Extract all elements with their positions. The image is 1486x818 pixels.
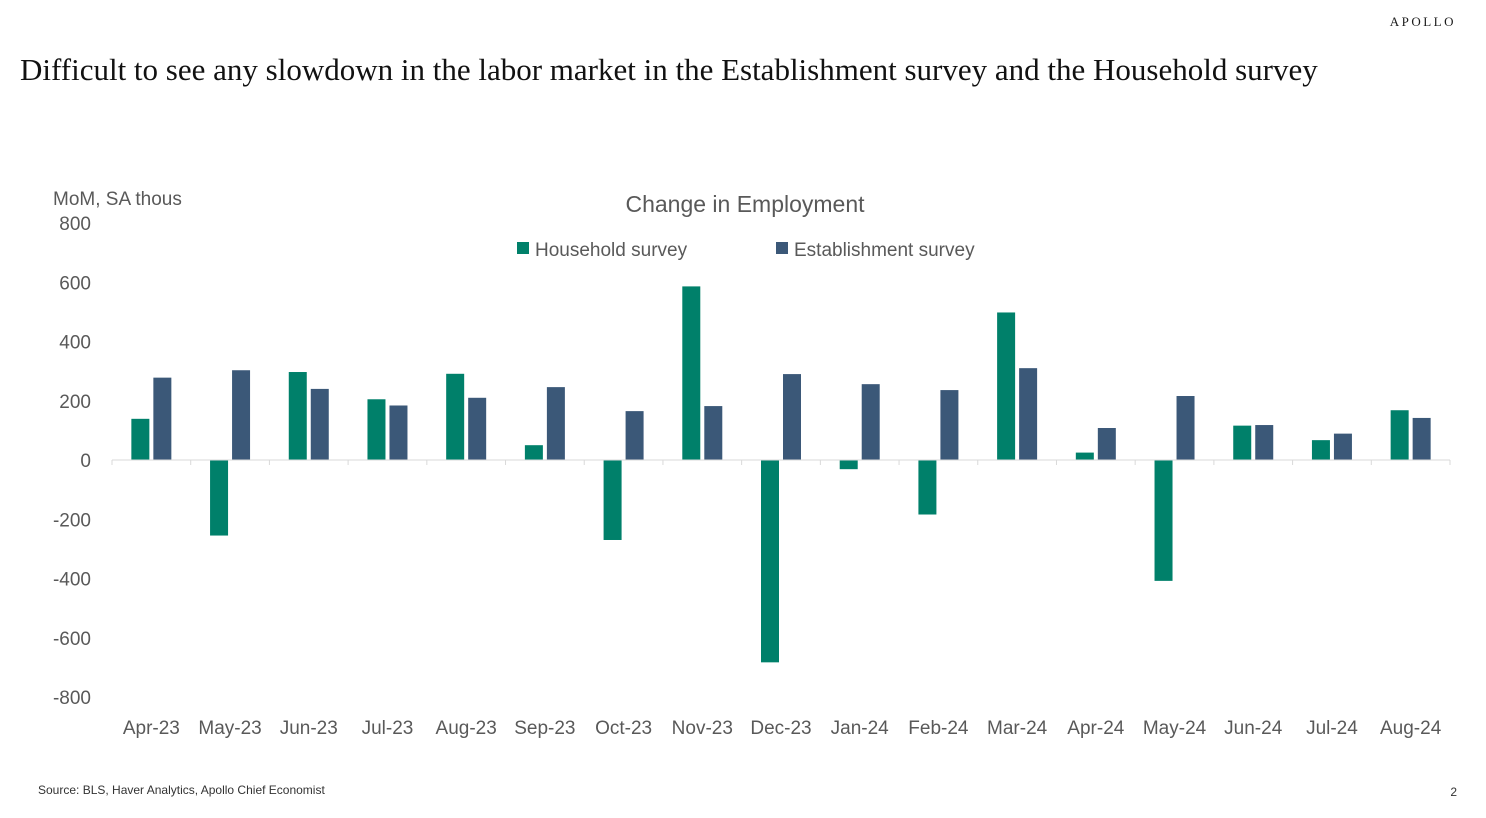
brand-logo: APOLLO: [1389, 14, 1456, 29]
y-axis-label: MoM, SA thous: [53, 189, 182, 210]
x-tick-label: May-24: [1143, 718, 1207, 739]
household-bar-oct-23: [603, 460, 622, 540]
establishment-bar-oct-23: [625, 411, 644, 460]
y-tick-label: -800: [53, 688, 91, 709]
chart-title: Change in Employment: [625, 191, 865, 217]
household-bar-may-23: [210, 460, 229, 536]
establishment-bar-apr-24: [1097, 428, 1116, 460]
bars: [131, 286, 1431, 663]
x-tick-label: Dec-23: [750, 718, 811, 739]
legend: Household survey Establishment survey: [517, 240, 975, 261]
x-tick-label: Aug-24: [1380, 718, 1442, 739]
household-bar-nov-23: [682, 286, 701, 460]
x-tick-label: Aug-23: [436, 718, 497, 739]
y-tick-label: 600: [59, 273, 91, 294]
household-bar-dec-23: [761, 460, 779, 663]
x-tick-label: Apr-23: [123, 718, 180, 739]
establishment-bar-jun-23: [310, 388, 329, 460]
x-axis-ticks: Apr-23 May-23 Jun-23 Jul-23 Aug-23 Sep-23 Oct-…: [123, 718, 1442, 739]
x-tick-label: Jun-23: [280, 718, 338, 739]
x-tick-label: Jul-24: [1306, 718, 1358, 739]
source-note: Source: BLS, Haver Analytics, Apollo Chi…: [38, 783, 325, 797]
household-bar-jun-23: [288, 372, 307, 460]
establishment-bar-feb-24: [940, 390, 959, 460]
x-tick-label: Nov-23: [672, 718, 733, 739]
household-bar-jun-24: [1233, 425, 1252, 460]
y-tick-label: 0: [80, 451, 91, 472]
legend-establishment-label: Establishment survey: [794, 240, 975, 261]
household-bar-jan-24: [839, 460, 858, 470]
page-number: 2: [1450, 785, 1457, 799]
page-title: Difficult to see any slowdown in the lab…: [20, 52, 1318, 87]
household-bar-apr-24: [1075, 452, 1094, 460]
establishment-bar-apr-23: [153, 377, 172, 460]
household-bar-apr-23: [131, 418, 150, 460]
household-bar-jul-23: [367, 399, 386, 460]
establishment-bar-aug-23: [468, 397, 487, 460]
household-bar-sep-23: [524, 445, 543, 460]
household-bar-feb-24: [918, 460, 937, 515]
x-tick-label: May-23: [198, 718, 261, 739]
y-tick-label: -600: [53, 629, 91, 650]
household-bar-may-24: [1154, 460, 1173, 581]
x-tick-label: Sep-23: [514, 718, 575, 739]
establishment-bar-may-23: [232, 370, 251, 460]
legend-household-swatch: [517, 242, 529, 254]
household-bar-jul-24: [1311, 440, 1330, 460]
y-tick-label: 800: [59, 214, 91, 235]
household-bar-mar-24: [997, 312, 1016, 460]
establishment-bar-jan-24: [861, 384, 880, 460]
x-tick-label: Apr-24: [1067, 718, 1124, 739]
establishment-bar-jun-24: [1255, 425, 1274, 460]
x-tick-label: Oct-23: [595, 718, 652, 739]
legend-household-label: Household survey: [535, 240, 688, 261]
legend-establishment-swatch: [776, 242, 788, 254]
y-tick-label: -400: [53, 570, 91, 591]
x-tick-label: Jul-23: [362, 718, 414, 739]
establishment-bar-jul-24: [1333, 433, 1352, 460]
establishment-bar-dec-23: [783, 374, 801, 460]
establishment-bar-aug-24: [1412, 417, 1431, 460]
household-bar-aug-23: [446, 373, 465, 460]
establishment-bar-jul-23: [389, 405, 408, 460]
x-tick-label: Mar-24: [987, 718, 1048, 739]
establishment-bar-sep-23: [546, 387, 565, 460]
x-tick-label: Jun-24: [1224, 718, 1283, 739]
y-axis-ticks: 800 600 400 200 0 -200 -400 -600 -800: [53, 214, 91, 709]
household-bar-aug-24: [1390, 410, 1409, 460]
establishment-bar-may-24: [1176, 396, 1195, 460]
x-tick-label: Feb-24: [908, 718, 969, 739]
establishment-bar-mar-24: [1019, 368, 1038, 460]
y-tick-label: -200: [53, 510, 91, 531]
y-tick-label: 200: [59, 392, 91, 413]
y-tick-label: 400: [59, 333, 91, 354]
x-axis-tick-marks: [111, 460, 1451, 465]
establishment-bar-nov-23: [704, 406, 723, 460]
x-tick-label: Jan-24: [831, 718, 890, 739]
